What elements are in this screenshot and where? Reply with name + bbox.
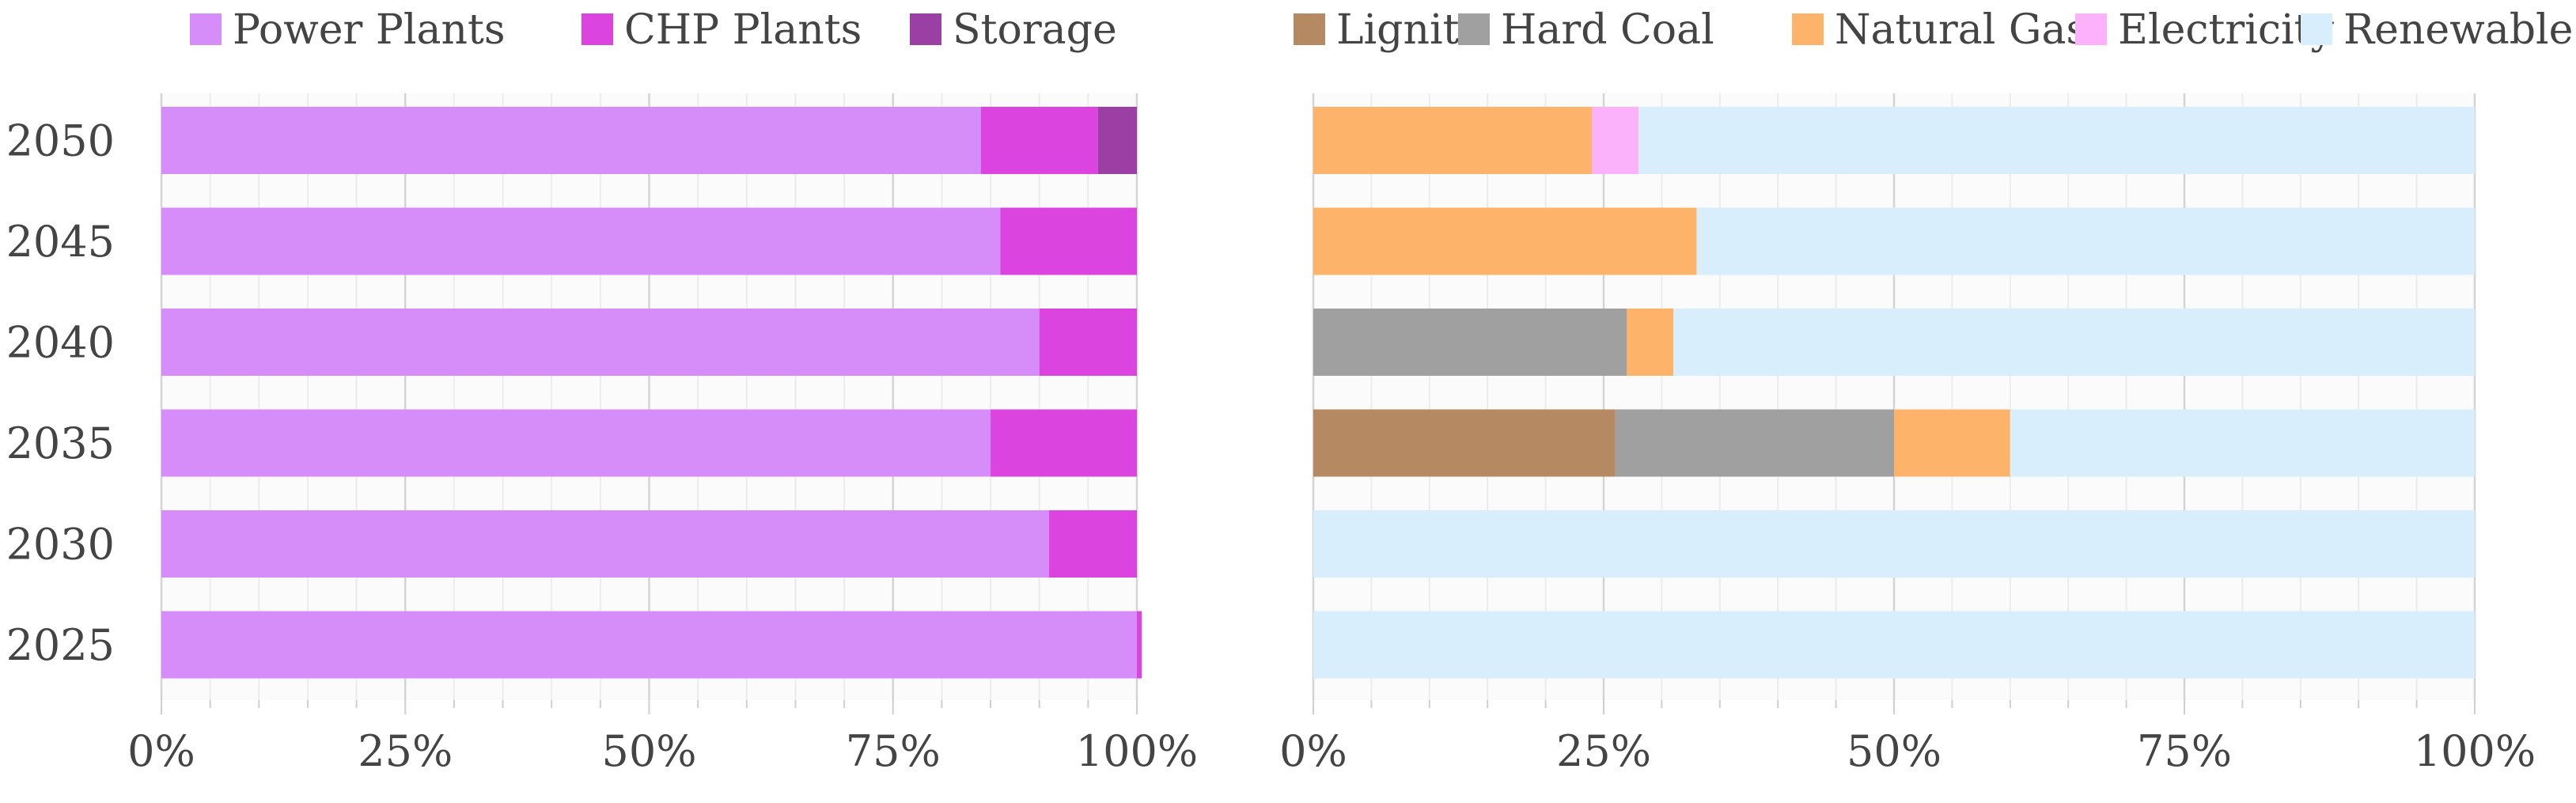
legend-swatch [581, 13, 613, 45]
x-tick-label: 25% [358, 726, 453, 776]
x-tick-label: 0% [127, 726, 195, 776]
bar-power-plants-2050 [161, 107, 981, 174]
bar-natural-gas-2035 [1894, 409, 2010, 477]
legend-swatch [190, 13, 222, 45]
bar-storage-2050 [1097, 107, 1137, 174]
y-tick-label: 2050 [6, 116, 115, 166]
y-tick-label: 2025 [6, 620, 115, 670]
x-tick-label: 75% [846, 726, 941, 776]
bar-power-plants-2045 [161, 207, 1001, 275]
bar-hard-coal-2035 [1615, 409, 1894, 477]
legend-label: Electricity [2118, 6, 2335, 54]
x-tick-label: 100% [2414, 726, 2536, 776]
x-tick-label: 75% [2137, 726, 2232, 776]
y-tick-label: 2045 [6, 217, 115, 267]
legend-swatch [1458, 13, 1490, 45]
bar-chp-plants-2030 [1049, 510, 1137, 578]
y-tick-label: 2030 [6, 520, 115, 570]
legend-item-storage: Storage [910, 6, 1117, 54]
legend-label: Renewable [2343, 6, 2573, 54]
bar-renewable-2050 [1638, 107, 2475, 174]
bar-renewable-2040 [1673, 309, 2475, 376]
y-tick-label: 2040 [6, 318, 115, 368]
bar-power-plants-2025 [161, 611, 1137, 679]
bar-electricity-2050 [1592, 107, 1639, 174]
legend-item-hard-coal: Hard Coal [1458, 6, 1714, 54]
chart-panel-2: 0% 25% 50% 75% 100% Lignite Hard Coal Natural G… [1279, 6, 2573, 776]
legend-item-chp-plants: CHP Plants [581, 6, 862, 54]
bar-lignite-2035 [1313, 409, 1616, 477]
bar-chp-plants-2040 [1039, 309, 1137, 376]
x-tick-label: 50% [601, 726, 696, 776]
legend-swatch [2301, 13, 2332, 45]
bar-power-plants-2040 [161, 309, 1040, 376]
legend-label: CHP Plants [624, 6, 862, 54]
legend-swatch [2075, 13, 2107, 45]
x-tick-label: 50% [1847, 726, 1941, 776]
bar-chp-plants-2045 [1000, 207, 1137, 275]
legend-item-renewable: Renewable [2301, 6, 2573, 54]
x-tick-label: 100% [1076, 726, 1198, 776]
x-tick-label: 0% [1279, 726, 1347, 776]
legend-label: Storage [953, 6, 1117, 54]
legend-item-electricity: Electricity [2075, 6, 2335, 54]
bar-chp-plants-2025 [1137, 611, 1142, 679]
bar-power-plants-2030 [161, 510, 1050, 578]
legend-label: Hard Coal [1501, 6, 1714, 54]
chart-panel-1: 2050 2045 2040 2035 2030 2025 0% 25% 50% 75% 100% P… [6, 6, 1199, 776]
bar-chp-plants-2035 [991, 409, 1137, 477]
bar-natural-gas-2050 [1313, 107, 1593, 174]
y-tick-label: 2035 [6, 419, 115, 468]
bar-renewable-2045 [1696, 207, 2475, 275]
bar-renewable-2025 [1313, 611, 2475, 679]
bar-natural-gas-2045 [1313, 207, 1697, 275]
bar-renewable-2030 [1313, 510, 2475, 578]
bar-power-plants-2035 [161, 409, 991, 477]
legend-label: Power Plants [233, 6, 506, 54]
legend-item-natural-gas: Natural Gas [1792, 6, 2087, 54]
x-tick-label: 25% [1556, 726, 1651, 776]
legend-item-power-plants: Power Plants [190, 6, 506, 54]
legend-item-lignite: Lignite [1294, 6, 1483, 54]
bar-natural-gas-2040 [1627, 309, 1674, 376]
bar-chp-plants-2050 [980, 107, 1098, 174]
legend-label: Natural Gas [1835, 6, 2087, 54]
legend-swatch [1792, 13, 1824, 45]
legend-swatch [1294, 13, 1325, 45]
bar-hard-coal-2040 [1313, 309, 1627, 376]
legend-swatch [910, 13, 941, 45]
bar-renewable-2035 [2010, 409, 2475, 477]
